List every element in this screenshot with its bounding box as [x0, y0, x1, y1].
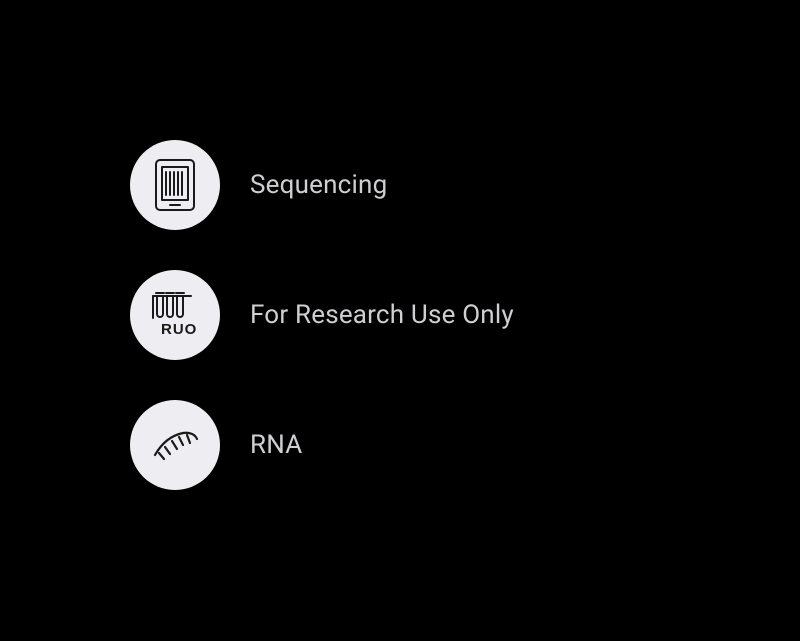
sequencing-icon [150, 158, 200, 212]
list-item: RUO For Research Use Only [130, 270, 514, 360]
list-item-label: RNA [250, 430, 302, 460]
svg-text:RUO: RUO [161, 321, 197, 338]
list-item-label: Sequencing [250, 170, 387, 200]
rna-icon [147, 423, 203, 467]
feature-list: Sequencing [130, 140, 514, 490]
badge-rna [130, 400, 220, 490]
list-item: RNA [130, 400, 514, 490]
badge-sequencing [130, 140, 220, 230]
badge-ruo: RUO [130, 270, 220, 360]
ruo-icon: RUO [147, 288, 203, 342]
list-item: Sequencing [130, 140, 514, 230]
list-item-label: For Research Use Only [250, 300, 514, 330]
